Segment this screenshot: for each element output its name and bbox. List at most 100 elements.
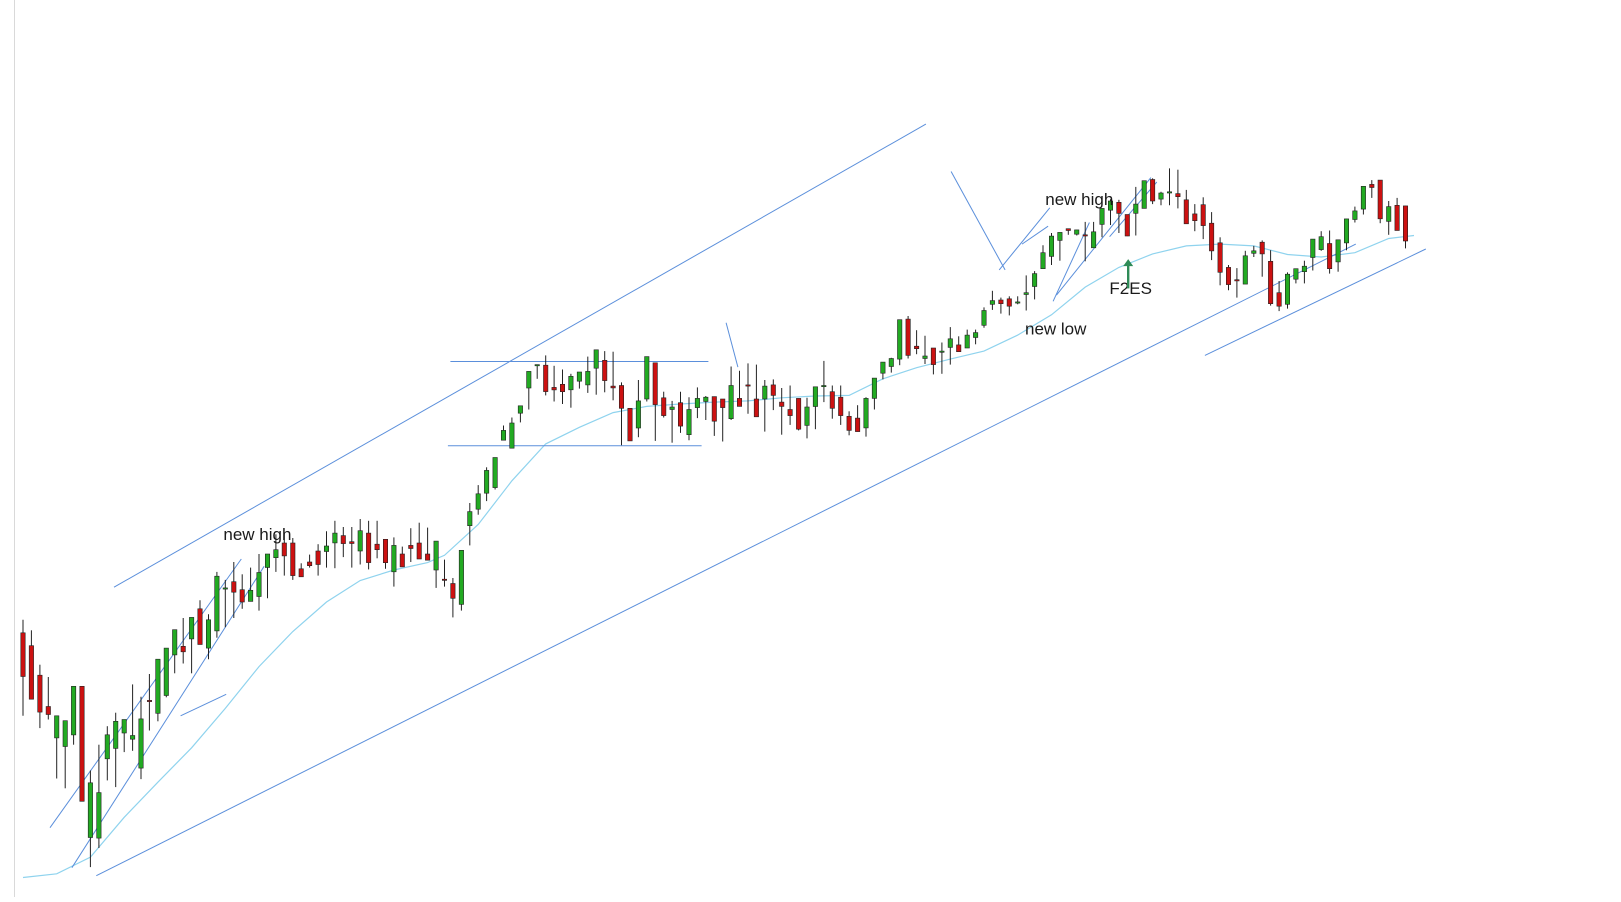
candle bbox=[1352, 206, 1358, 223]
candle bbox=[610, 351, 616, 401]
candle-body-down bbox=[914, 345, 920, 350]
candle bbox=[745, 363, 751, 414]
annotation-new-low: new low bbox=[1025, 320, 1087, 339]
candle bbox=[155, 658, 161, 722]
candle bbox=[551, 365, 557, 402]
candle bbox=[54, 715, 60, 779]
candle bbox=[1369, 180, 1375, 198]
candle bbox=[1065, 228, 1071, 235]
candle-body-down bbox=[382, 538, 388, 563]
candle bbox=[1124, 214, 1130, 237]
candle bbox=[500, 425, 506, 441]
candle bbox=[307, 554, 313, 568]
candle-body-down bbox=[543, 364, 549, 392]
candle-body-up bbox=[71, 685, 77, 736]
candle-body-up bbox=[871, 377, 877, 399]
candle-body-down bbox=[711, 396, 717, 422]
candle-body-down bbox=[290, 542, 296, 576]
candle-body-up bbox=[593, 349, 599, 369]
candle bbox=[534, 364, 540, 379]
candle-body-up bbox=[964, 334, 970, 349]
candle-body-down bbox=[602, 359, 608, 381]
candle bbox=[922, 335, 928, 364]
candle bbox=[62, 720, 68, 789]
candle bbox=[1032, 271, 1038, 300]
candles-layer bbox=[20, 168, 1409, 868]
candle-body-up bbox=[155, 658, 161, 714]
candle-body-down bbox=[930, 347, 936, 365]
candle bbox=[905, 316, 911, 359]
candle-body-up bbox=[1040, 252, 1046, 269]
candle-body-down bbox=[1183, 199, 1189, 225]
candle-body-down bbox=[1006, 298, 1012, 307]
candle-body-up bbox=[357, 530, 363, 552]
candle bbox=[1167, 168, 1173, 206]
candle-body-down bbox=[998, 299, 1004, 305]
candle-body-up bbox=[1344, 218, 1350, 244]
candle-body-down bbox=[1268, 260, 1274, 304]
moving-average-layer bbox=[22, 234, 1415, 879]
candle-body-down bbox=[408, 545, 414, 549]
candle-body-up bbox=[500, 430, 506, 441]
candle bbox=[973, 329, 979, 345]
candle-body-down bbox=[441, 578, 447, 581]
candle-body-down bbox=[147, 700, 153, 702]
candle bbox=[180, 618, 186, 664]
candle-body-down bbox=[1209, 222, 1215, 252]
candle bbox=[121, 719, 127, 753]
candle-body-down bbox=[1082, 234, 1088, 237]
candle-body-down bbox=[231, 581, 237, 593]
candle-body-up bbox=[163, 647, 169, 696]
candle-body-down bbox=[399, 553, 405, 568]
candle-body-down bbox=[745, 384, 751, 387]
candle-body-up bbox=[880, 361, 886, 374]
candle-body-up bbox=[1158, 192, 1164, 200]
candle bbox=[770, 379, 776, 411]
candle bbox=[1259, 240, 1265, 277]
candle bbox=[1403, 205, 1409, 249]
candle bbox=[340, 527, 346, 558]
candle-body-up bbox=[172, 629, 178, 656]
candle bbox=[526, 371, 532, 410]
candle bbox=[71, 685, 77, 745]
candle bbox=[189, 617, 195, 674]
candle bbox=[256, 554, 262, 611]
candle-body-down bbox=[307, 561, 313, 567]
candle bbox=[1040, 245, 1046, 269]
candle-body-up bbox=[256, 572, 262, 597]
candle bbox=[281, 532, 287, 576]
candle bbox=[374, 520, 380, 559]
candle bbox=[736, 370, 742, 407]
candle bbox=[1251, 245, 1257, 257]
candle bbox=[441, 559, 447, 587]
candle bbox=[796, 398, 802, 431]
annotation-new-high-2: new high bbox=[1045, 190, 1113, 209]
candle bbox=[897, 319, 903, 366]
candle-body-up bbox=[1023, 292, 1029, 295]
candle-body-up bbox=[1032, 273, 1038, 287]
candle-body-down bbox=[1369, 184, 1375, 188]
candle-body-down bbox=[838, 396, 844, 416]
candle bbox=[964, 329, 970, 349]
candle bbox=[947, 327, 953, 365]
candle bbox=[720, 398, 726, 442]
candle bbox=[576, 371, 582, 389]
candle bbox=[96, 744, 102, 848]
candle-body-up bbox=[458, 549, 464, 605]
candle bbox=[357, 519, 363, 565]
candle-body-up bbox=[248, 589, 254, 602]
candle bbox=[812, 386, 818, 430]
trendline-11 bbox=[998, 207, 1051, 271]
candle bbox=[475, 485, 481, 515]
candle bbox=[163, 647, 169, 698]
candle-body-up bbox=[509, 422, 515, 449]
candle bbox=[517, 405, 523, 423]
trendline-layer bbox=[49, 123, 1427, 877]
candle bbox=[838, 385, 844, 425]
candle bbox=[298, 563, 304, 578]
candle-body-up bbox=[728, 385, 734, 420]
candle-body-up bbox=[264, 553, 270, 568]
candle bbox=[239, 574, 245, 609]
candle-body-up bbox=[492, 457, 498, 488]
candle bbox=[214, 571, 220, 638]
